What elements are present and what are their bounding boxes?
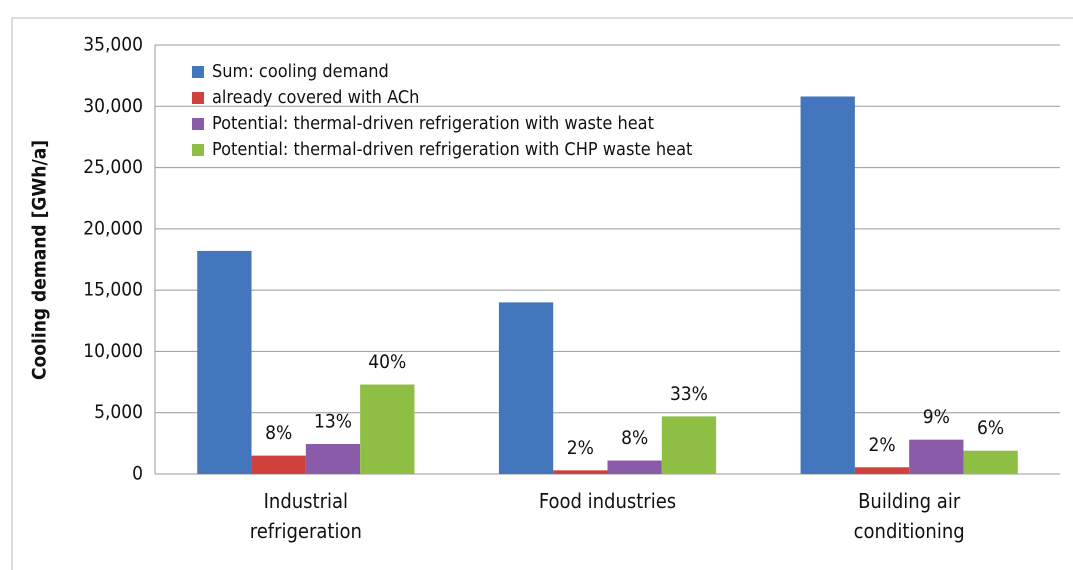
legend-label: Sum: cooling demand <box>212 61 389 82</box>
y-tick-label: 0 <box>132 463 143 485</box>
bar <box>197 250 252 474</box>
y-tick-label: 25,000 <box>83 156 143 178</box>
data-label: 2% <box>868 434 895 456</box>
x-tick-label: Industrial refrigeration <box>249 489 362 543</box>
y-axis-title: Cooling demand [GWh/a] <box>29 140 51 380</box>
bar <box>360 384 415 474</box>
data-label: 13% <box>314 410 352 432</box>
bar <box>305 443 361 474</box>
bar <box>800 96 855 474</box>
data-label: 8% <box>621 427 648 449</box>
bar <box>963 450 1018 474</box>
bar <box>498 302 554 474</box>
bar <box>607 460 662 474</box>
legend-swatch <box>192 92 204 104</box>
legend-label: already covered with ACh <box>212 87 419 108</box>
y-tick-label: 35,000 <box>83 34 143 56</box>
y-tick-label: 10,000 <box>83 340 143 362</box>
bar <box>553 470 608 474</box>
y-tick-label: 30,000 <box>83 95 143 117</box>
data-label: 40% <box>368 351 406 373</box>
bar <box>251 455 306 474</box>
bar <box>854 467 910 474</box>
frame <box>11 17 1073 570</box>
legend-label: Potential: thermal-driven refrigeration … <box>212 139 692 160</box>
legend-swatch <box>192 144 204 156</box>
data-label: 2% <box>567 437 594 459</box>
data-label: 6% <box>977 417 1004 439</box>
data-label: 33% <box>670 383 708 405</box>
legend-label: Potential: thermal-driven refrigeration … <box>212 113 654 134</box>
y-tick-label: 5,000 <box>94 401 143 423</box>
bar <box>909 439 964 474</box>
data-label: 8% <box>265 422 292 444</box>
y-tick-label: 20,000 <box>83 217 143 239</box>
y-tick-label: 15,000 <box>83 279 143 301</box>
legend-swatch <box>192 118 204 130</box>
bar <box>661 416 717 474</box>
data-label: 9% <box>923 406 950 428</box>
x-tick-label: Food industries <box>538 489 677 513</box>
x-tick-label: Building air conditioning <box>853 489 965 543</box>
legend-swatch <box>192 66 204 78</box>
